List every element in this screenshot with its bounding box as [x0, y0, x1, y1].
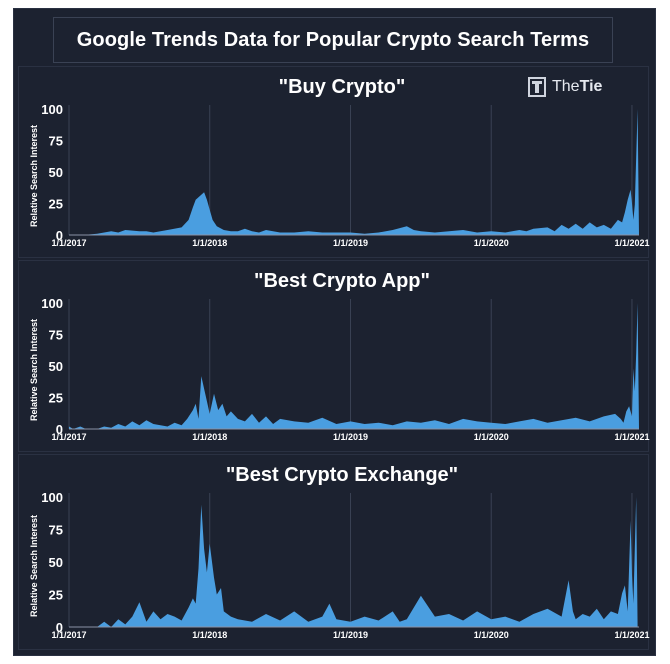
y-axis-label: Relative Search Interest	[29, 319, 39, 421]
x-tick-label: 1/1/2021	[614, 238, 649, 248]
chart-title: "Best Crypto Exchange"	[226, 464, 458, 486]
chart-panel-best-crypto-app: "Best Crypto App" Relative Search Interes…	[18, 260, 649, 452]
x-tick-label: 1/1/2018	[192, 238, 227, 248]
chart-svg-best-crypto-app: "Best Crypto App" Relative Search Interes…	[29, 270, 649, 442]
y-tick-label: 25	[49, 588, 63, 603]
y-tick-label: 0	[56, 620, 63, 635]
y-axis-label: Relative Search Interest	[29, 515, 39, 617]
series-area	[69, 109, 639, 235]
series-area	[69, 497, 639, 627]
x-tick-label: 1/1/2018	[192, 630, 227, 640]
y-tick-label: 25	[49, 197, 63, 212]
logo-text-part2: Tie	[579, 78, 603, 95]
x-tick-label: 1/1/2020	[474, 238, 509, 248]
x-tick-label: 1/1/2017	[51, 432, 86, 442]
y-tick-label: 50	[49, 555, 63, 570]
chart-title: "Buy Crypto"	[279, 76, 406, 98]
y-tick-label: 0	[56, 228, 63, 243]
x-tick-label: 1/1/2020	[474, 630, 509, 640]
y-tick-label: 100	[41, 490, 63, 505]
y-tick-label: 50	[49, 359, 63, 374]
y-tick-label: 50	[49, 165, 63, 180]
chart-title: "Best Crypto App"	[254, 270, 430, 292]
x-tick-label: 1/1/2019	[333, 238, 368, 248]
x-tick-label: 1/1/2021	[614, 432, 649, 442]
x-tick-label: 1/1/2020	[474, 432, 509, 442]
chart-svg-best-crypto-exchange: "Best Crypto Exchange" Relative Search In…	[29, 464, 649, 640]
x-tick-label: 1/1/2017	[51, 238, 86, 248]
y-tick-label: 75	[49, 523, 63, 538]
logo-text: TheTie	[552, 78, 602, 96]
y-tick-label: 100	[41, 102, 63, 117]
x-tick-label: 1/1/2019	[333, 432, 368, 442]
y-tick-label: 25	[49, 391, 63, 406]
y-tick-label: 0	[56, 422, 63, 437]
y-tick-label: 75	[49, 134, 63, 149]
y-axis-label: Relative Search Interest	[29, 125, 39, 227]
x-tick-label: 1/1/2018	[192, 432, 227, 442]
x-tick-label: 1/1/2019	[333, 630, 368, 640]
series-area	[69, 303, 639, 429]
y-tick-label: 100	[41, 296, 63, 311]
brand-logo: TheTie	[528, 76, 602, 98]
chart-panel-buy-crypto: "Buy Crypto" Relative Search Interest 0 25 5…	[18, 66, 649, 258]
page-title: Google Trends Data for Popular Crypto Se…	[76, 28, 590, 51]
thetie-logo-icon	[528, 77, 546, 97]
x-tick-label: 1/1/2017	[51, 630, 86, 640]
title-box: Google Trends Data for Popular Crypto Se…	[53, 17, 613, 63]
y-tick-label: 75	[49, 328, 63, 343]
chart-panel-best-crypto-exchange: "Best Crypto Exchange" Relative Search In…	[18, 454, 649, 650]
x-tick-label: 1/1/2021	[614, 630, 649, 640]
logo-text-part1: The	[552, 78, 580, 95]
chart-svg-buy-crypto: "Buy Crypto" Relative Search Interest 0 25 5…	[29, 76, 649, 248]
chart-frame	[13, 8, 656, 656]
